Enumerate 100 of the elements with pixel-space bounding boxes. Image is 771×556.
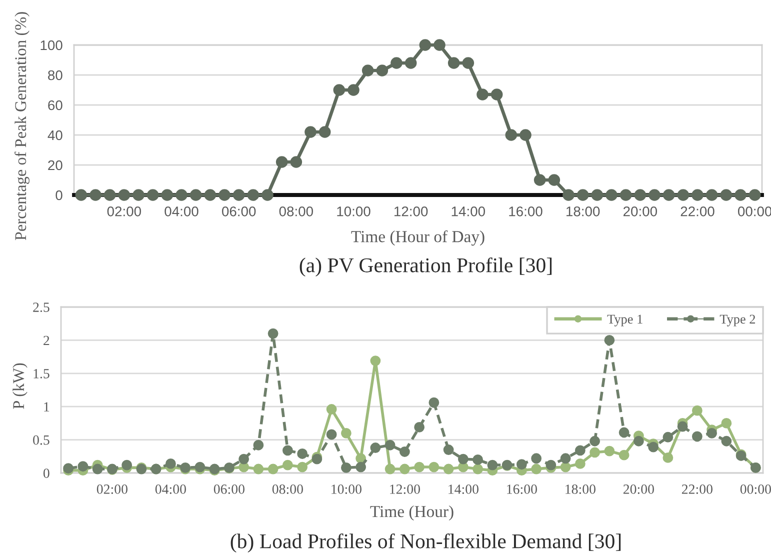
y-tick-label: 40 xyxy=(48,130,62,140)
point xyxy=(176,189,188,201)
point xyxy=(190,189,202,201)
x-axis-title: Time (Hour) xyxy=(370,505,454,521)
point xyxy=(505,129,518,141)
y-axis-title: Percentage of Peak Generation (%) xyxy=(14,12,30,240)
point xyxy=(276,156,288,168)
y-tick-label: 100 xyxy=(40,40,62,50)
point xyxy=(562,189,574,201)
point xyxy=(362,64,374,76)
x-tick-label: 12:00 xyxy=(394,206,428,216)
point xyxy=(516,459,527,470)
point xyxy=(618,427,630,438)
point xyxy=(75,189,88,201)
point xyxy=(648,442,659,452)
point xyxy=(472,454,484,465)
point xyxy=(290,156,302,168)
y-tick-label: 60 xyxy=(48,100,62,110)
point xyxy=(531,453,542,464)
text: (a) PV Generation Profile [30] xyxy=(300,257,552,277)
point xyxy=(204,189,216,201)
point xyxy=(620,189,632,201)
point xyxy=(677,421,688,432)
point xyxy=(384,440,396,450)
point xyxy=(721,418,732,428)
point xyxy=(404,57,417,69)
point xyxy=(238,454,250,464)
point xyxy=(706,189,718,201)
x-tick-label: 22:00 xyxy=(682,484,712,494)
x-tick-label: 02:00 xyxy=(107,206,142,216)
y-tick-label: 2 xyxy=(44,336,50,346)
point xyxy=(78,461,88,472)
point xyxy=(748,189,761,201)
point xyxy=(356,462,366,472)
point xyxy=(618,450,630,460)
x-tick-label: 16:00 xyxy=(507,484,537,494)
x-tick-label: 10:00 xyxy=(337,206,370,216)
point xyxy=(268,328,278,339)
point xyxy=(634,189,646,201)
point xyxy=(253,440,264,450)
point xyxy=(92,464,103,474)
point xyxy=(662,432,674,442)
point xyxy=(462,57,474,69)
point xyxy=(576,189,589,201)
point xyxy=(399,446,410,457)
point xyxy=(90,189,102,201)
point xyxy=(414,422,425,432)
point xyxy=(606,189,618,201)
point xyxy=(662,452,674,463)
point xyxy=(297,462,308,472)
x-tick-label: 14:00 xyxy=(448,484,478,494)
point xyxy=(348,84,360,96)
point xyxy=(318,126,331,138)
x-tick-label: 04:00 xyxy=(155,484,186,494)
point xyxy=(476,88,488,100)
point xyxy=(534,174,546,186)
point xyxy=(268,464,278,474)
x-tick-label: 14:00 xyxy=(452,206,486,216)
point xyxy=(520,129,532,141)
point xyxy=(333,84,346,96)
point xyxy=(490,88,503,100)
point xyxy=(247,189,260,201)
y-tick-label: 1.5 xyxy=(34,369,50,378)
y-tick-label: 20 xyxy=(48,160,62,170)
x-tick-label: 18:00 xyxy=(566,206,600,216)
point xyxy=(326,429,337,440)
point xyxy=(118,189,130,201)
x-tick-label: 08:00 xyxy=(279,206,314,216)
y-tick-label: 2.5 xyxy=(33,302,50,312)
point xyxy=(591,189,604,201)
point xyxy=(648,189,660,201)
point xyxy=(165,458,176,469)
point xyxy=(487,460,498,470)
point xyxy=(340,428,352,438)
y-tick-label: 1 xyxy=(44,402,50,412)
point xyxy=(132,189,144,201)
point xyxy=(122,460,132,470)
point xyxy=(297,448,308,459)
point xyxy=(146,189,159,201)
point xyxy=(443,464,454,474)
point xyxy=(560,453,571,464)
point xyxy=(370,442,381,453)
x-tick-label: 20:00 xyxy=(623,206,658,216)
point xyxy=(390,57,402,69)
point xyxy=(326,404,337,414)
x-tick-label: 04:00 xyxy=(164,206,198,216)
point xyxy=(104,189,116,201)
point xyxy=(376,64,388,76)
point xyxy=(443,444,454,455)
x-tick-label: 16:00 xyxy=(509,206,542,216)
point xyxy=(434,39,446,51)
point xyxy=(574,458,586,469)
point xyxy=(340,462,352,473)
point xyxy=(253,464,264,474)
point xyxy=(428,462,440,472)
x-tick-label: 00:00 xyxy=(740,484,771,494)
text: (b) Load Profiles of Non-flexible Demand [30] xyxy=(230,533,621,553)
y-axis-title: P (kW) xyxy=(12,363,28,409)
x-tick-label: 02:00 xyxy=(96,484,128,494)
x-tick-label: 06:00 xyxy=(214,484,244,494)
